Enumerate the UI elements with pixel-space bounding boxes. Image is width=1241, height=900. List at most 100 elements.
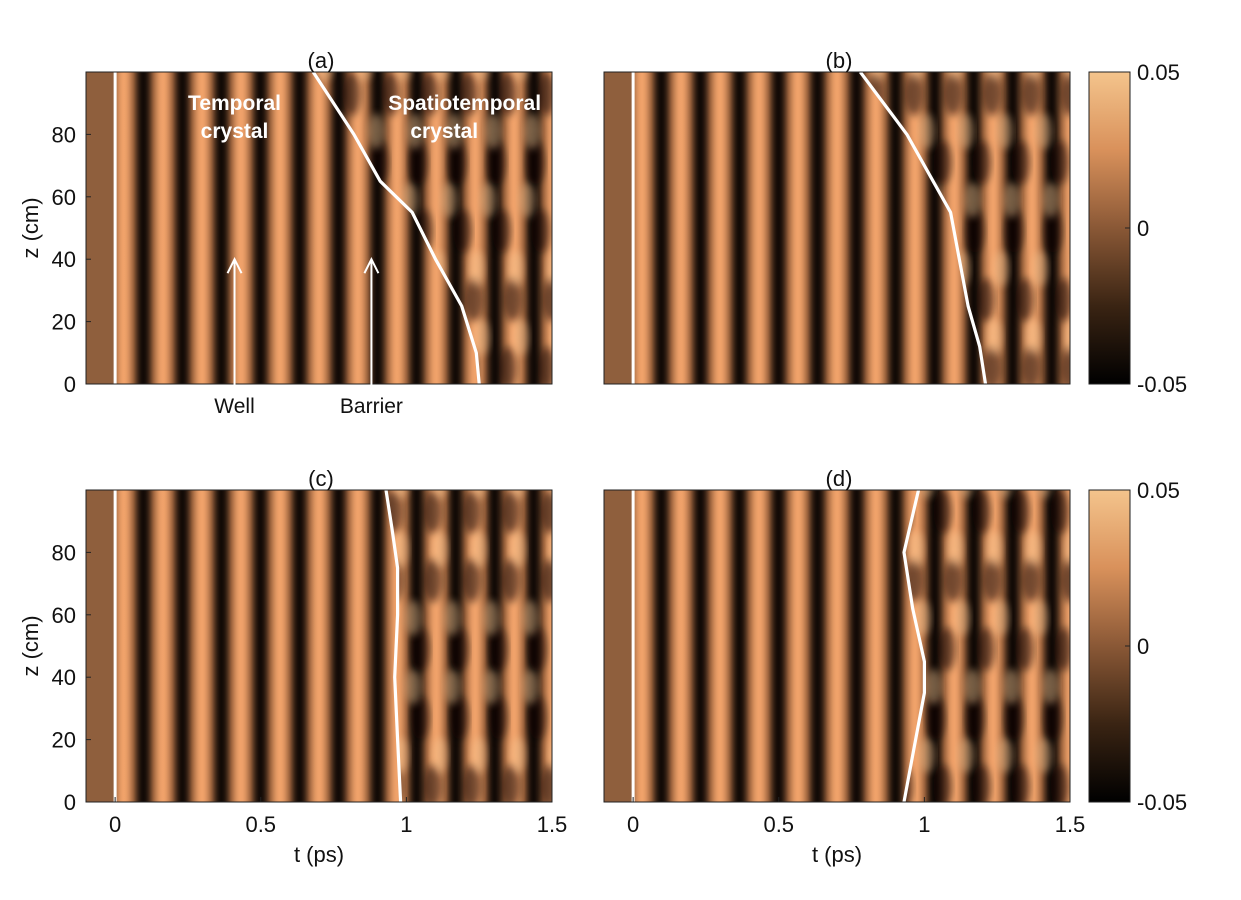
dark-blotch (498, 72, 517, 116)
dark-blotch (381, 72, 400, 116)
light-blotch (915, 599, 932, 636)
light-blotch (473, 72, 490, 81)
light-blotch (1035, 737, 1052, 774)
light-blotch (1035, 113, 1052, 150)
light-blotch (548, 531, 552, 568)
dark-blotch (450, 627, 469, 672)
heatmap-area (86, 490, 585, 802)
x-axis-label: t (ps) (812, 842, 862, 867)
annotation-spatiotemporal: Spatiotemporal (388, 92, 541, 115)
light-blotch (405, 668, 422, 705)
light-blotch (509, 737, 526, 774)
dark-blotch (944, 72, 962, 116)
dark-blotch (1061, 346, 1070, 384)
dark-blotch (1061, 558, 1070, 603)
dark-blotch (464, 277, 483, 322)
y-tick-label: 60 (52, 185, 76, 210)
barrier-label: Barrier (340, 395, 403, 418)
colorbar-tick-label: -0.05 (1137, 790, 1187, 815)
dark-blotch (567, 627, 585, 671)
light-blotch (434, 72, 451, 81)
light-blotch (1042, 668, 1059, 705)
x-tick-label: 0.5 (763, 812, 794, 837)
y-tick-label: 40 (52, 665, 76, 690)
y-tick-label: 60 (52, 603, 76, 628)
dark-blotch (423, 558, 442, 603)
dark-blotch (983, 72, 1001, 116)
well-arrowhead (226, 256, 243, 274)
dark-blotch (537, 346, 552, 384)
dark-blotch (1015, 627, 1034, 672)
light-blotch (1025, 319, 1042, 356)
dark-blotch (926, 695, 945, 740)
dark-blotch (420, 72, 439, 116)
crystal-boundary-curve (311, 72, 481, 384)
dark-blotch (531, 209, 550, 254)
dark-blotch (972, 140, 991, 185)
dark-blotch (1044, 695, 1062, 740)
dark-blotch (1044, 209, 1062, 254)
light-blotch (964, 668, 981, 705)
light-blotch (480, 181, 497, 218)
dark-blotch (933, 490, 952, 534)
light-blotch (563, 113, 579, 149)
heatmap-area (604, 490, 1070, 802)
plot-frame (85, 71, 553, 385)
x-tick-label: 1 (918, 812, 930, 837)
dark-blotch (498, 346, 517, 384)
light-blotch (986, 319, 1003, 356)
light-blotch (1003, 181, 1020, 218)
y-tick-label: 20 (52, 310, 76, 335)
dark-blotch (462, 490, 481, 534)
light-blotch (993, 250, 1010, 287)
light-blotch (996, 737, 1013, 774)
light-blotch (444, 599, 461, 636)
dark-blotch (983, 558, 1001, 603)
light-blotch (1032, 599, 1049, 636)
light-blotch (993, 599, 1010, 636)
dark-blotch (1015, 277, 1034, 322)
colorbar-1: 0.05 0 -0.05 (1088, 60, 1187, 397)
dark-blotch (492, 209, 511, 254)
dark-blotch (933, 140, 952, 185)
light-blotch (996, 490, 1013, 499)
colorbar-tick-label: -0.05 (1137, 372, 1187, 397)
dark-blotch (526, 140, 545, 185)
colorbar-2: 0.05 0 -0.05 (1088, 478, 1187, 815)
dark-blotch (540, 764, 552, 802)
light-blotch (431, 737, 448, 774)
dark-blotch (462, 764, 481, 802)
dark-blotch (459, 72, 478, 116)
light-blotch (908, 531, 925, 568)
dark-blotch (489, 695, 508, 740)
panel-d: (d) 0 0.5 1 1.5 t (ps) (603, 466, 1085, 867)
light-blotch (513, 319, 529, 356)
light-blotch (957, 490, 974, 499)
plot-frame (603, 489, 1071, 803)
x-tick-label: 0 (627, 812, 639, 837)
light-blotch (1032, 250, 1049, 287)
light-blotch (470, 737, 487, 774)
light-blotch (470, 490, 487, 499)
dark-blotch (567, 696, 585, 740)
panel-c: (c) 0 20 40 60 80 z (cm) 0 0.5 1 1.5 t (ps) (18, 466, 585, 867)
colorbar-tick-label: 0.05 (1137, 60, 1180, 85)
stripe-field (115, 490, 552, 802)
light-blotch (548, 737, 552, 774)
light-blotch (947, 72, 964, 81)
light-blotch (1025, 72, 1042, 81)
light-blotch (441, 181, 457, 218)
panel-label: (b) (826, 48, 853, 73)
light-blotch (918, 490, 935, 499)
light-blotch (1003, 668, 1020, 705)
light-blotch (1064, 72, 1070, 81)
light-blotch (947, 531, 964, 568)
annotation-crystal: crystal (201, 120, 269, 143)
dark-blotch (411, 627, 430, 672)
light-blotch (561, 600, 577, 636)
dark-blotch (1022, 346, 1041, 384)
dark-blotch (1011, 140, 1030, 185)
y-tick-label: 20 (52, 728, 76, 753)
colorbar-gradient (1088, 71, 1131, 385)
light-blotch (522, 599, 539, 636)
